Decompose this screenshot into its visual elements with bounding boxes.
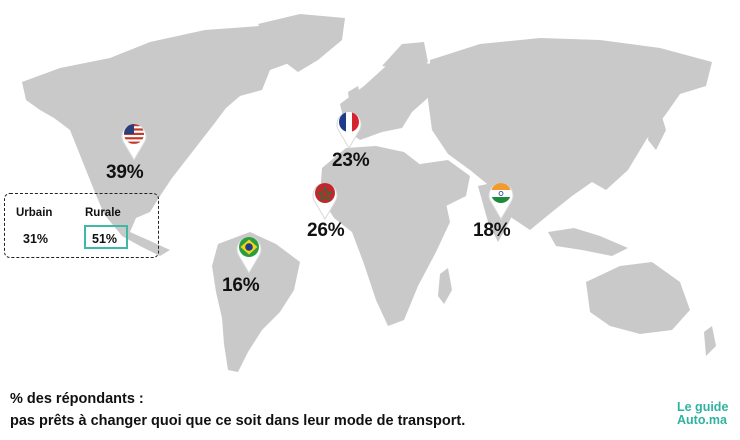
uk-landmass	[348, 86, 362, 108]
caption: % des répondants : pas prêts à changer q…	[10, 388, 465, 432]
australia-landmass	[586, 262, 690, 334]
urban-rural-legend: Urbain Rurale 31% 51%	[4, 193, 159, 258]
madagascar-landmass	[438, 268, 452, 304]
north-america-landmass	[22, 26, 300, 256]
caption-line-2: pas prêts à changer quoi que ce soit dan…	[10, 413, 466, 429]
urbain-label: Urbain	[16, 207, 53, 219]
caption-line-1: % des répondants :	[10, 391, 144, 407]
asia-landmass	[428, 38, 712, 230]
new-zealand-landmass	[704, 326, 716, 356]
india-percentage: 18%	[473, 220, 511, 241]
morocco-percentage: 26%	[307, 220, 345, 241]
arabia-landmass	[420, 160, 470, 206]
europe-landmass	[340, 60, 448, 140]
france-percentage: 23%	[332, 150, 370, 171]
brazil-flag-icon	[236, 236, 262, 274]
south-america-landmass	[212, 232, 300, 372]
brazil-percentage: 16%	[222, 275, 260, 296]
brand-line-1: Le guide	[677, 400, 729, 414]
india-flag-icon	[488, 182, 514, 220]
usa-percentage: 39%	[106, 162, 144, 183]
africa-landmass	[320, 146, 450, 326]
japan-landmass	[648, 110, 666, 150]
urbain-value: 31%	[23, 232, 49, 246]
indonesia-landmass	[548, 228, 628, 256]
rurale-label: Rurale	[85, 207, 121, 219]
brand-line-2: Auto.ma	[677, 413, 727, 427]
morocco-flag-icon	[312, 182, 338, 220]
scandinavia-landmass	[382, 42, 428, 70]
brand-logo: Le guide Auto.ma	[677, 401, 728, 427]
rurale-value: 51%	[92, 232, 118, 246]
rurale-highlight-box	[84, 225, 128, 249]
greenland-landmass	[258, 14, 345, 72]
us-flag-icon	[121, 123, 147, 161]
france-flag-icon	[336, 111, 362, 149]
